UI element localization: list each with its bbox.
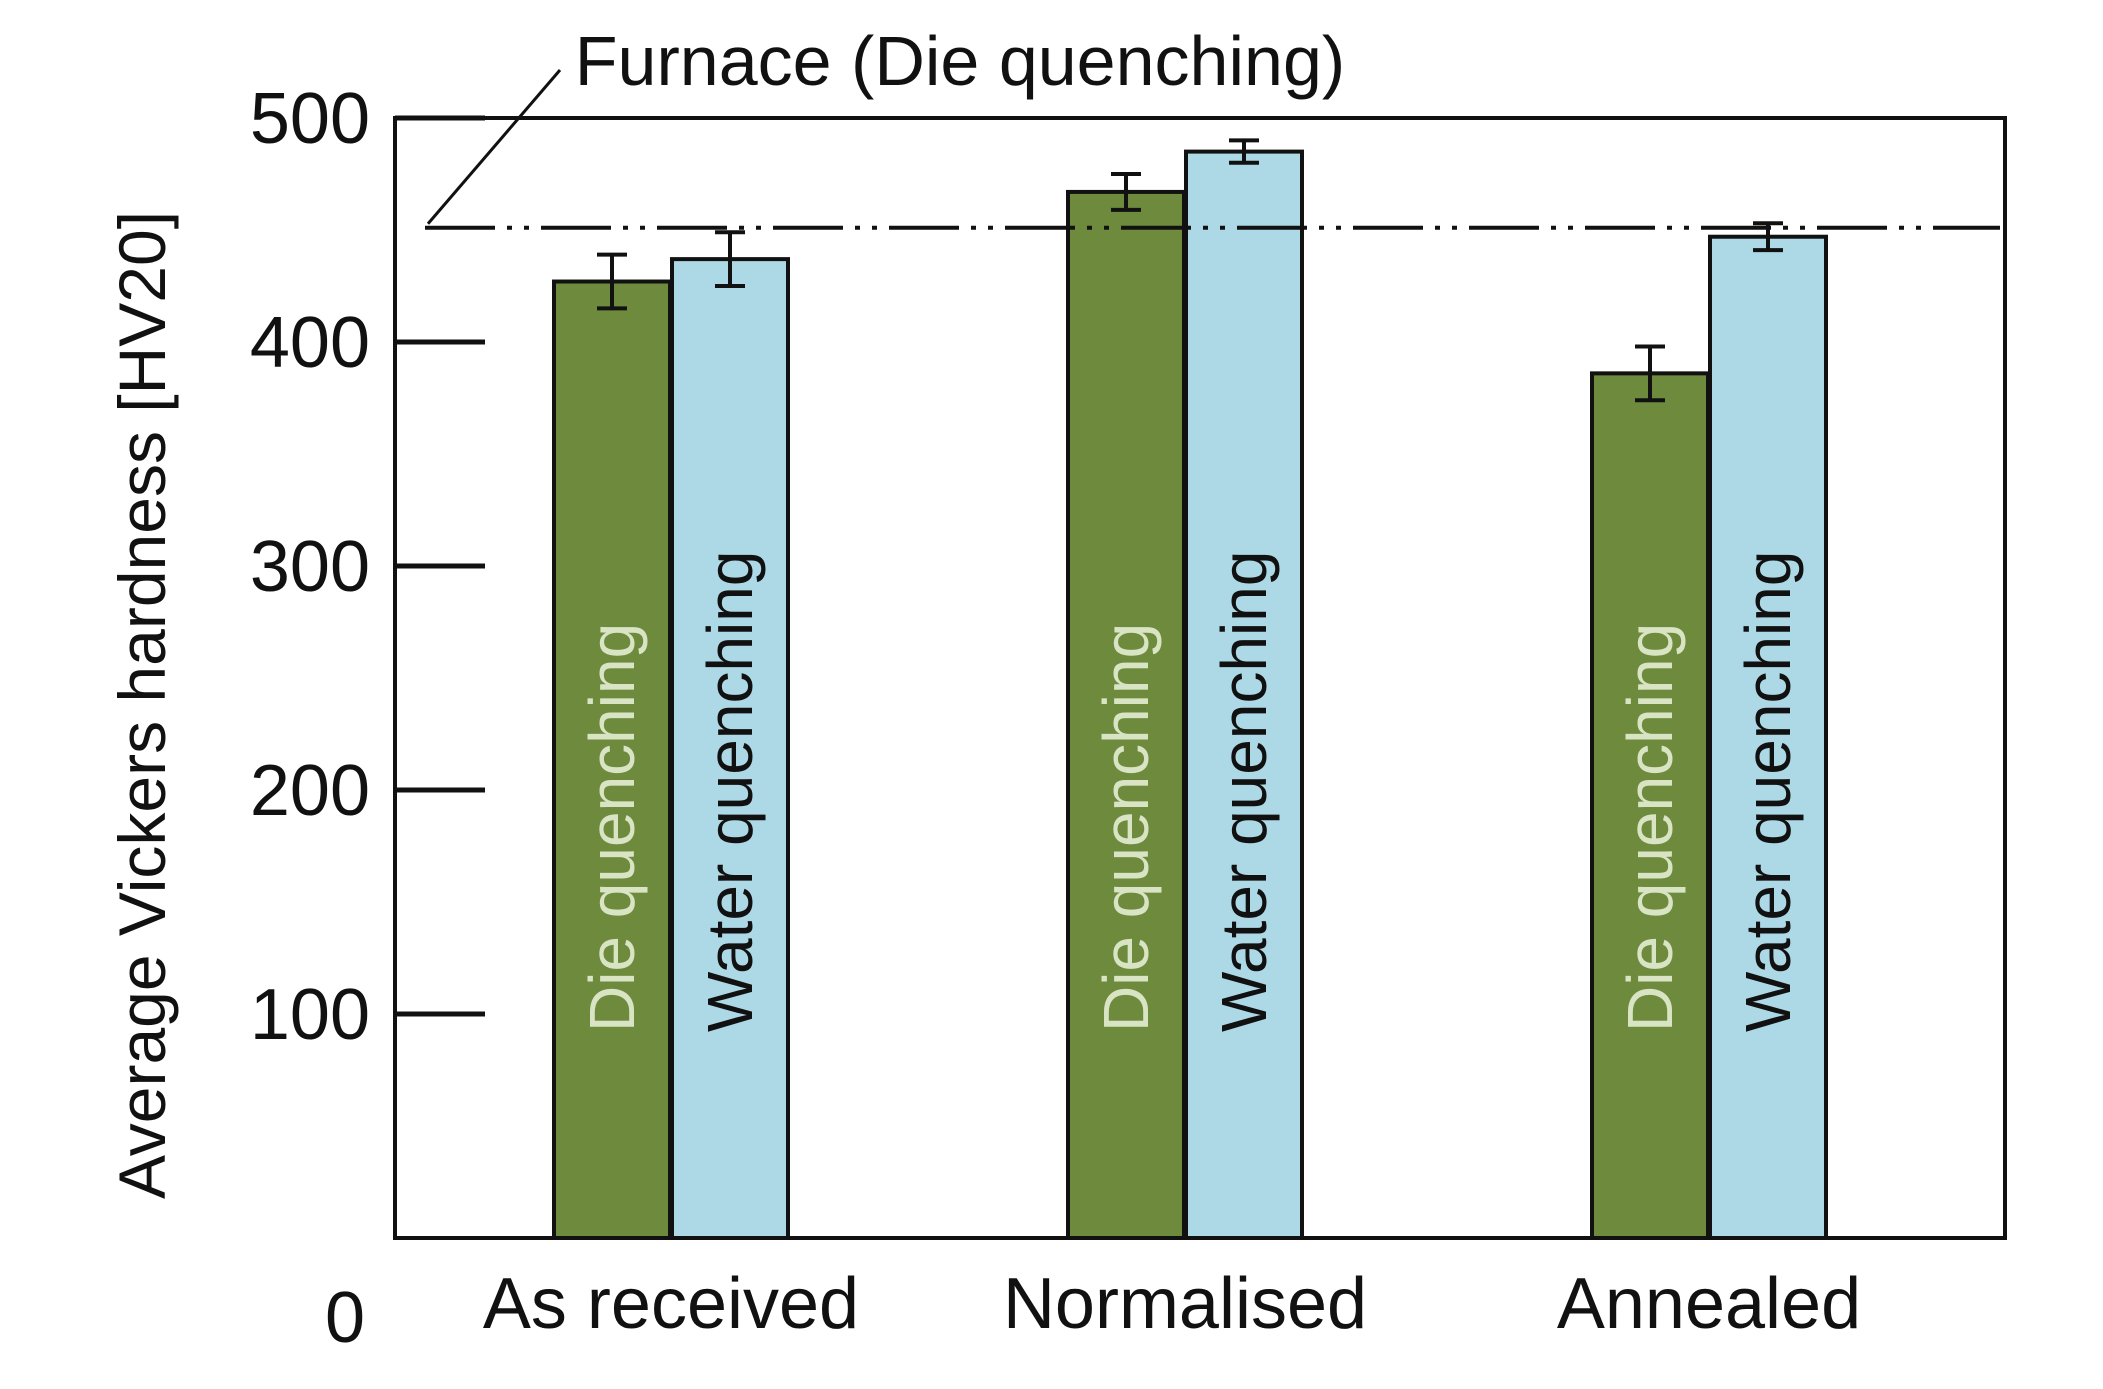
- y-axis-ticks: [395, 115, 485, 1017]
- error-bar-die-quenching-normalised: [1111, 172, 1141, 212]
- bar-series-labels: Die quenching Water quenching Die quenchin…: [576, 551, 1804, 1032]
- y-tick-label-200: 200: [250, 751, 370, 831]
- reference-line-label: Furnace (Die quenching): [575, 22, 1345, 100]
- bar-label-water-quenching: Water quenching: [694, 551, 766, 1032]
- error-bars: [597, 138, 1783, 403]
- error-bar-die-quenching-as-received: [597, 252, 627, 311]
- error-bar-die-quenching-annealed: [1635, 344, 1665, 403]
- bars: [552, 149, 1828, 1241]
- x-category-label-as-received: As received: [483, 1264, 859, 1344]
- y-tick-label-0: 0: [325, 1278, 365, 1358]
- error-bar-water-quenching-as-received: [715, 230, 745, 288]
- x-category-label-normalised: Normalised: [1003, 1264, 1367, 1344]
- reference-leader-line: [426, 69, 562, 225]
- reference-line-group: [425, 69, 2000, 230]
- bar-die-quenching-as-received: [552, 279, 672, 1240]
- y-axis-title: Average Vickers hardness [HV20]: [105, 211, 179, 1199]
- y-tick-label-100: 100: [250, 975, 370, 1055]
- bar-label-die-quenching: Die quenching: [1090, 623, 1162, 1032]
- y-tick-label-500: 500: [250, 79, 370, 159]
- bar-label-die-quenching: Die quenching: [1614, 623, 1686, 1032]
- bar-label-water-quenching: Water quenching: [1208, 551, 1280, 1032]
- y-tick-label-300: 300: [250, 527, 370, 607]
- bar-label-die-quenching: Die quenching: [576, 623, 648, 1032]
- x-category-labels: As received Normalised Annealed: [483, 1264, 1861, 1344]
- error-bar-water-quenching-normalised: [1229, 138, 1259, 165]
- plot-frame: [393, 116, 2007, 1240]
- x-category-label-annealed: Annealed: [1557, 1264, 1861, 1344]
- y-tick-label-400: 400: [250, 303, 370, 383]
- y-tick-labels: 0 100 200 300 400 500: [250, 79, 370, 1358]
- bar-label-water-quenching: Water quenching: [1732, 551, 1804, 1032]
